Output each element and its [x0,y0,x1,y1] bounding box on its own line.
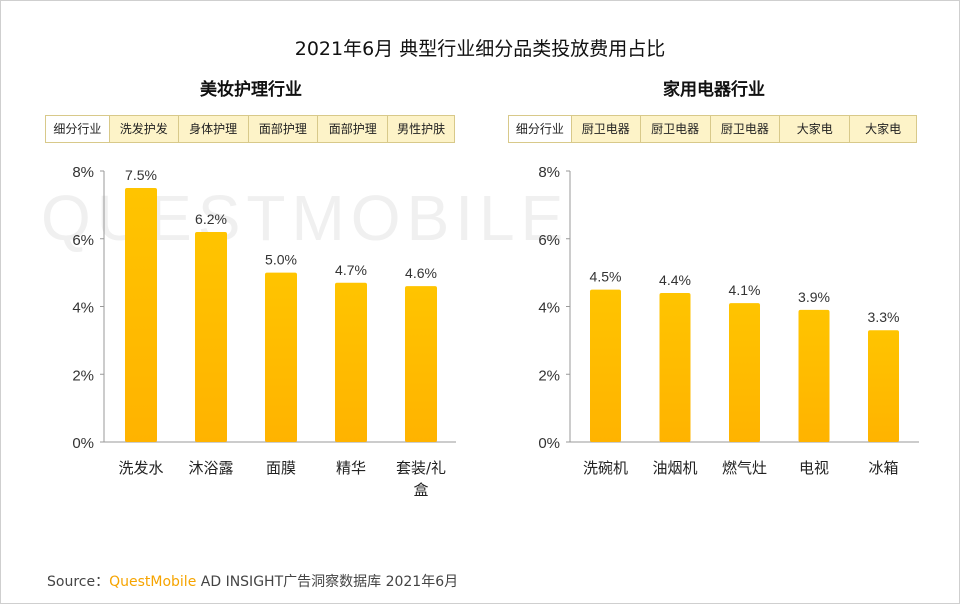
left-bar [125,187,157,442]
right-y-tick-label: 2% [538,367,560,384]
panel-right-subtitle: 家用电器行业 [663,80,765,100]
right-bar [659,292,691,442]
right-category-label: 洗碗机 [583,459,628,477]
source-brand: QuestMobile [109,574,197,590]
right-value-label: 4.1% [729,282,761,298]
right-bar [868,330,899,442]
left-value-label: 4.6% [405,265,437,281]
right-value-label: 3.3% [868,309,900,325]
left-value-label: 6.2% [195,211,227,227]
table-cell: 大家电 [865,122,902,136]
right-category-label: 电视 [799,459,829,477]
left-category-label: 洗发水 [118,459,163,477]
table-cell: 厨卫电器 [572,116,641,142]
table-cell: 男性护肤 [397,122,446,136]
left-bar [405,286,437,442]
left-value-label: 7.5% [125,167,157,183]
left-value-label: 5.0% [265,252,297,268]
left-category-label: 套装/礼 [396,459,446,477]
table-cell: 面部护理 [318,116,389,142]
left-category-label: 精华 [336,459,366,477]
right-y-tick-label: 0% [538,435,560,452]
panel-right-category-table: 细分行业 厨卫电器 厨卫电器 厨卫电器 大家电 大家电 [508,115,917,143]
panel-left-category-table: 细分行业 洗发护发 身体护理 面部护理 面部护理 男性护肤 [45,115,455,143]
right-y-tick-label: 6% [538,232,560,249]
left-y-tick-label: 2% [72,367,94,384]
table-cell: 大家电 [780,116,851,142]
right-category-label: 冰箱 [868,459,898,477]
right-value-label: 3.9% [798,289,830,305]
table-cell: 洗发护发 [110,116,179,142]
source-note: Source：QuestMobile AD INSIGHT广告洞察数据库 202… [47,571,458,591]
table-cell: 面部护理 [249,116,319,142]
table-cell: 身体护理 [179,116,249,142]
left-y-tick-label: 6% [72,232,94,249]
right-bar [590,289,621,442]
table-cell: 厨卫电器 [711,116,781,142]
table-header-cell: 细分行业 [509,116,572,142]
table-header-cell: 细分行业 [46,116,110,142]
chart-title: 2021年6月 典型行业细分品类投放费用占比 [294,38,666,60]
right-value-label: 4.4% [659,272,691,288]
right-y-tick-label: 4% [538,300,560,317]
source-rest: AD INSIGHT广告洞察数据库 2021年6月 [196,574,459,590]
left-value-label: 4.7% [335,262,367,278]
panel-left-subtitle: 美妆护理行业 [200,80,302,100]
right-bar [798,309,830,442]
left-y-tick-label: 0% [72,435,94,452]
right-category-label: 燃气灶 [722,459,767,477]
left-y-tick-label: 4% [72,300,94,317]
left-bar [335,282,367,442]
left-bar [195,231,227,442]
right-category-label: 油烟机 [652,459,697,477]
right-bar [729,303,760,442]
source-prefix: Source： [47,574,110,590]
left-bar [265,272,297,442]
right-y-tick-label: 8% [538,164,560,181]
left-category-label: 面膜 [266,459,296,477]
right-value-label: 4.5% [590,269,622,285]
left-category-label: 沐浴露 [188,459,233,477]
left-category-label: 盒 [413,481,428,499]
table-cell: 厨卫电器 [641,116,711,142]
left-y-tick-label: 8% [72,164,94,181]
